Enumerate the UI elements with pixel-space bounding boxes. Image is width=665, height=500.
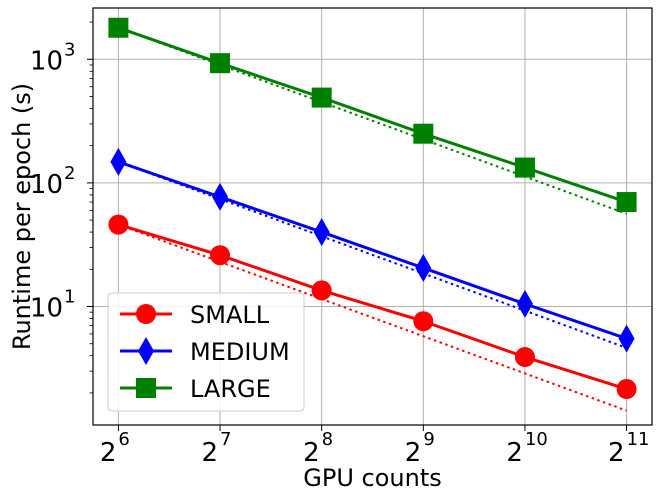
medium-point: [212, 182, 229, 211]
legend-label-small: SMALL: [190, 301, 270, 329]
small-point: [311, 280, 332, 301]
x-tick-label: 2 11: [608, 429, 649, 468]
y-tick-exponent: 3: [64, 39, 75, 60]
x-tick-base: 2: [405, 438, 422, 468]
large-point: [108, 17, 129, 38]
x-tick-base: 2: [303, 438, 320, 468]
x-tick-base: 2: [201, 438, 218, 468]
legend-marker-small: [136, 304, 156, 324]
legend-box: [107, 292, 305, 412]
x-tick-base: 2: [100, 438, 117, 468]
legend-marker-large: [136, 378, 156, 398]
medium-point: [618, 324, 635, 353]
x-tick-base: 2: [506, 438, 523, 468]
series-lines: [117, 26, 628, 391]
y-tick-base: 10: [30, 294, 63, 324]
x-tick-exponent: 8: [322, 429, 333, 450]
grid: [93, 8, 652, 425]
large-point: [514, 157, 535, 178]
small-point: [108, 214, 129, 235]
legend-entry-small: SMALL: [120, 301, 270, 329]
small-point: [210, 245, 231, 266]
x-axis-title: GPU counts: [303, 464, 441, 492]
x-tick-exponent: 7: [220, 429, 231, 450]
medium-point: [313, 218, 330, 247]
medium-point: [415, 253, 432, 282]
medium-series-line: [117, 160, 628, 341]
x-tick-label: 2 10: [506, 429, 547, 468]
x-tick-exponent: 10: [525, 429, 548, 450]
legend-label-medium: MEDIUM: [190, 338, 290, 366]
plot-frame: [92, 7, 653, 426]
y-tick-label: 10 1: [30, 287, 76, 324]
large-point: [311, 87, 332, 108]
large-series-line: [117, 26, 628, 204]
y-tick-exponent: 2: [64, 163, 75, 184]
y-tick-base: 10: [30, 170, 63, 200]
y-tick-exponent: 1: [64, 287, 75, 308]
small-point: [413, 311, 434, 332]
medium-point: [110, 147, 127, 176]
series-markers: [108, 17, 637, 400]
legend: SMALL MEDIUM LARGE: [107, 292, 305, 412]
large-point: [413, 123, 434, 144]
y-axis-title: Runtime per epoch (s): [8, 83, 36, 350]
medium-ideal-line: [118, 160, 627, 349]
small-ideal-line: [118, 223, 627, 412]
small-point: [514, 347, 535, 368]
small-point: [616, 379, 637, 400]
small-series-line: [117, 223, 628, 391]
legend-entry-medium: MEDIUM: [120, 337, 290, 366]
large-point: [616, 192, 637, 213]
x-tick-exponent: 6: [118, 429, 129, 450]
legend-entry-large: LARGE: [120, 375, 271, 403]
y-tick-label: 10 3: [30, 39, 76, 76]
x-tick-exponent: 9: [423, 429, 434, 450]
legend-marker-medium: [138, 337, 154, 365]
x-tick-exponent: 11: [627, 429, 650, 450]
medium-point: [516, 289, 533, 318]
large-point: [210, 53, 231, 74]
legend-label-large: LARGE: [190, 375, 271, 403]
y-tick-label: 10 2: [30, 163, 76, 200]
x-tick-base: 2: [608, 438, 625, 468]
y-tick-base: 10: [30, 46, 63, 76]
